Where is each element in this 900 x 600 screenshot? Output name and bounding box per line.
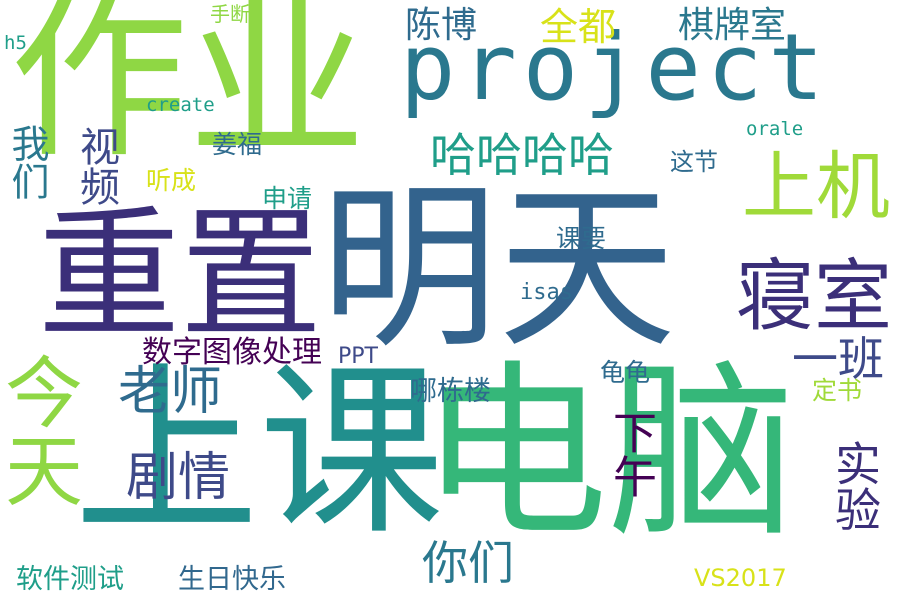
word-hahahaha: 哈哈哈哈	[430, 128, 614, 182]
word-keyao: 课要	[556, 224, 607, 253]
word-shipin: 视频	[73, 126, 119, 206]
word-create: create	[146, 94, 215, 116]
word-nadonglou: 哪栋楼	[410, 376, 491, 407]
word-quandu: 全都	[540, 5, 617, 49]
word-tingcheng: 听成	[146, 166, 197, 195]
word-isas: isas	[520, 280, 573, 305]
word-guigui: 龟龟	[600, 358, 651, 387]
word-ruanjianceshi: 软件测试	[16, 564, 124, 595]
word-nimen: 你们	[422, 536, 514, 590]
word-chenbo: 陈博	[405, 5, 478, 46]
word-zhejie: 这节	[670, 148, 718, 176]
word-vs2017: VS2017	[694, 564, 787, 592]
word-mingtian: 明天	[320, 165, 676, 372]
word-orale: orale	[746, 118, 804, 140]
word-dingshu: 定书	[812, 376, 863, 405]
word-shengrikuaile: 生日快乐	[178, 564, 286, 595]
word-shangji: 上机	[742, 144, 890, 230]
word-shenqing: 申请	[262, 184, 313, 213]
word-zuoye: 作业	[10, 0, 366, 182]
word-qipaishi: 棋牌室	[678, 5, 787, 46]
word-project: project	[400, 14, 830, 121]
word-shangke: 上课	[74, 344, 444, 560]
word-laoshi: 老师	[118, 362, 223, 422]
word-shuzituxiangchuli: 数字图像处理	[142, 335, 322, 370]
word-juqing: 剧情	[126, 448, 231, 508]
word-shouduan: 手断	[210, 2, 250, 26]
word-ppt: PPT	[338, 344, 378, 369]
word-jiangfu: 姜福	[212, 130, 263, 159]
word-yiban: 一班	[792, 332, 884, 386]
word-zhongzhi: 重置	[38, 193, 322, 358]
word-qinshi: 寝室	[736, 252, 893, 342]
word-diannao: 电脑	[420, 344, 796, 563]
word-women: 我们	[5, 124, 49, 200]
word-h5: h5	[4, 32, 27, 54]
word-shiyan: 实验	[828, 440, 882, 532]
word-xiawu: 下午	[605, 410, 656, 498]
word-jintian: 今天	[0, 352, 82, 508]
